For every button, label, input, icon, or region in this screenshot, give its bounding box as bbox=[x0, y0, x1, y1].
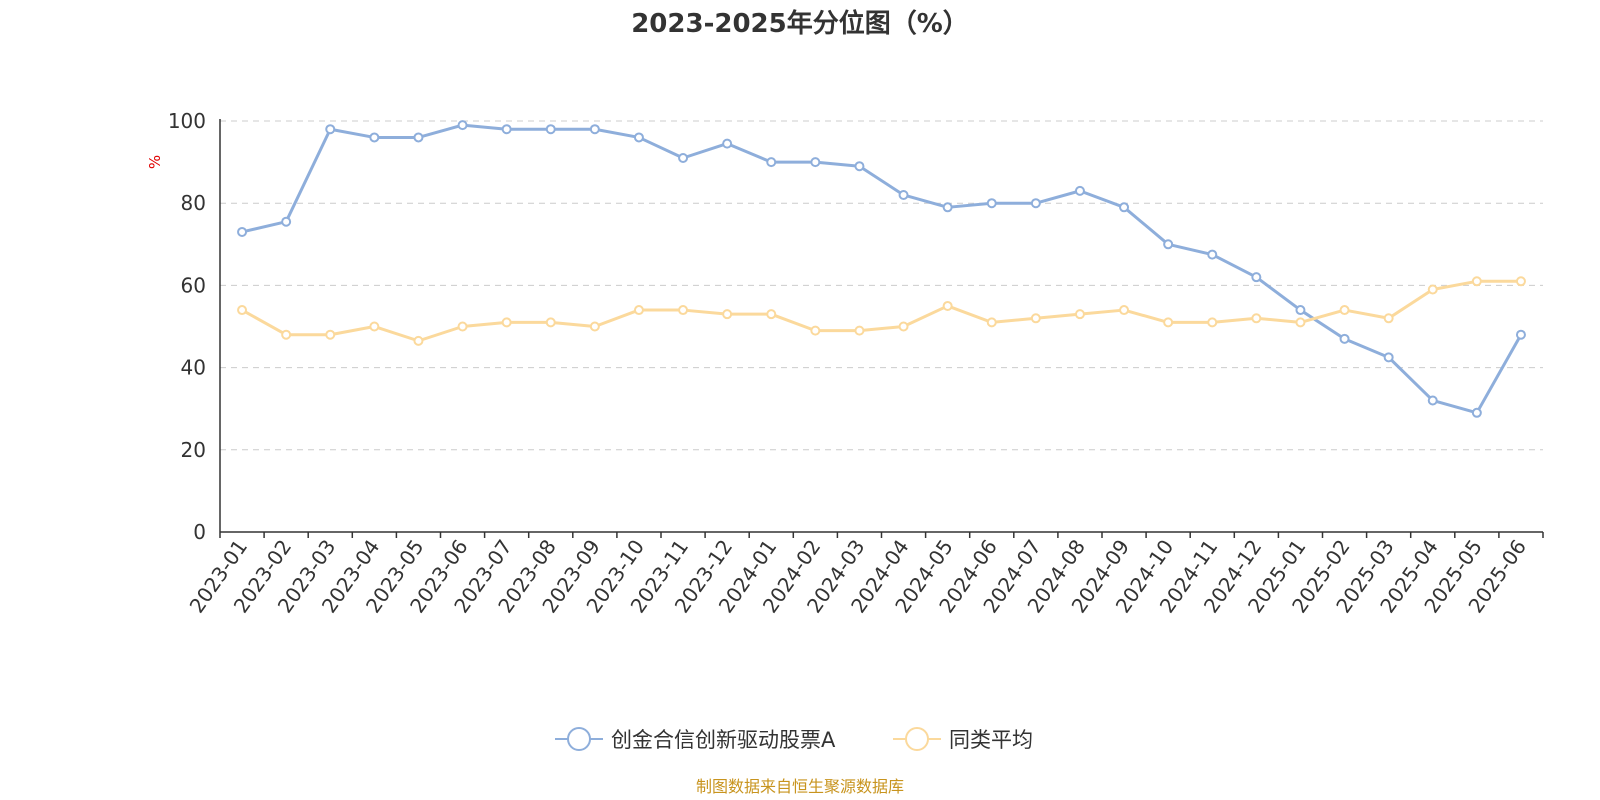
data-point[interactable] bbox=[1074, 185, 1085, 196]
data-point[interactable] bbox=[1471, 276, 1482, 287]
legend-item-1[interactable]: 同类平均 bbox=[893, 727, 1033, 752]
data-point[interactable] bbox=[1074, 309, 1085, 320]
data-point[interactable] bbox=[766, 157, 777, 168]
chart-title: 2023-2025年分位图（%） bbox=[631, 8, 969, 39]
data-point[interactable] bbox=[810, 325, 821, 336]
data-point[interactable] bbox=[1339, 333, 1350, 344]
y-tick-label: 80 bbox=[181, 191, 206, 215]
data-point[interactable] bbox=[501, 124, 512, 135]
data-point[interactable] bbox=[722, 309, 733, 320]
data-point[interactable] bbox=[1251, 313, 1262, 324]
data-point[interactable] bbox=[1163, 239, 1174, 250]
data-point[interactable] bbox=[810, 157, 821, 168]
axes: 0204060801002023-012023-022023-032023-04… bbox=[168, 109, 1544, 617]
data-point[interactable] bbox=[986, 198, 997, 209]
data-point[interactable] bbox=[457, 321, 468, 332]
data-point[interactable] bbox=[986, 317, 997, 328]
data-point[interactable] bbox=[281, 329, 292, 340]
data-point[interactable] bbox=[413, 335, 424, 346]
data-point[interactable] bbox=[589, 321, 600, 332]
data-point[interactable] bbox=[501, 317, 512, 328]
data-point[interactable] bbox=[1427, 284, 1438, 295]
data-point[interactable] bbox=[1207, 249, 1218, 260]
data-point[interactable] bbox=[633, 305, 644, 316]
data-point[interactable] bbox=[633, 132, 644, 143]
data-point[interactable] bbox=[1030, 313, 1041, 324]
data-point[interactable] bbox=[1339, 305, 1350, 316]
y-tick-label: 0 bbox=[193, 520, 206, 544]
data-point[interactable] bbox=[766, 309, 777, 320]
data-source-note: 制图数据来自恒生聚源数据库 bbox=[696, 777, 904, 796]
data-point[interactable] bbox=[545, 317, 556, 328]
data-point[interactable] bbox=[369, 321, 380, 332]
data-point[interactable] bbox=[1383, 313, 1394, 324]
y-axis-unit: % bbox=[146, 155, 164, 169]
data-point[interactable] bbox=[1207, 317, 1218, 328]
y-tick-label: 100 bbox=[168, 109, 206, 133]
data-point[interactable] bbox=[545, 124, 556, 135]
data-point[interactable] bbox=[237, 305, 248, 316]
data-point[interactable] bbox=[942, 300, 953, 311]
data-point[interactable] bbox=[678, 305, 689, 316]
data-point[interactable] bbox=[1471, 407, 1482, 418]
data-point[interactable] bbox=[854, 325, 865, 336]
data-point[interactable] bbox=[1119, 202, 1130, 213]
data-point[interactable] bbox=[898, 189, 909, 200]
legend-marker bbox=[905, 727, 929, 751]
data-point[interactable] bbox=[942, 202, 953, 213]
y-tick-label: 20 bbox=[181, 438, 206, 462]
y-tick-label: 40 bbox=[181, 356, 206, 380]
data-point[interactable] bbox=[678, 152, 689, 163]
legend-label: 创金合信创新驱动股票A bbox=[611, 728, 836, 752]
series-lines bbox=[237, 120, 1526, 418]
data-point[interactable] bbox=[589, 124, 600, 135]
data-point[interactable] bbox=[237, 226, 248, 237]
y-tick-label: 60 bbox=[181, 273, 206, 297]
data-point[interactable] bbox=[1427, 395, 1438, 406]
data-point[interactable] bbox=[325, 124, 336, 135]
data-point[interactable] bbox=[898, 321, 909, 332]
data-point[interactable] bbox=[854, 161, 865, 172]
data-point[interactable] bbox=[1295, 317, 1306, 328]
data-point[interactable] bbox=[281, 216, 292, 227]
data-point[interactable] bbox=[1119, 305, 1130, 316]
data-point[interactable] bbox=[325, 329, 336, 340]
legend-marker bbox=[567, 727, 591, 751]
data-point[interactable] bbox=[1030, 198, 1041, 209]
data-point[interactable] bbox=[1515, 329, 1526, 340]
series-line-1 bbox=[241, 279, 1521, 343]
data-point[interactable] bbox=[1295, 305, 1306, 316]
data-point[interactable] bbox=[1163, 317, 1174, 328]
data-point[interactable] bbox=[1515, 276, 1526, 287]
legend: 创金合信创新驱动股票A 同类平均 bbox=[555, 727, 1033, 752]
legend-label: 同类平均 bbox=[949, 728, 1033, 752]
data-point[interactable] bbox=[413, 132, 424, 143]
series-line-0 bbox=[241, 123, 1523, 415]
data-point[interactable] bbox=[722, 138, 733, 149]
legend-item-0[interactable]: 创金合信创新驱动股票A bbox=[555, 727, 836, 752]
grid-lines bbox=[220, 120, 1543, 451]
data-point[interactable] bbox=[369, 132, 380, 143]
data-point[interactable] bbox=[1251, 272, 1262, 283]
data-point[interactable] bbox=[457, 120, 468, 131]
data-point[interactable] bbox=[1383, 352, 1394, 363]
